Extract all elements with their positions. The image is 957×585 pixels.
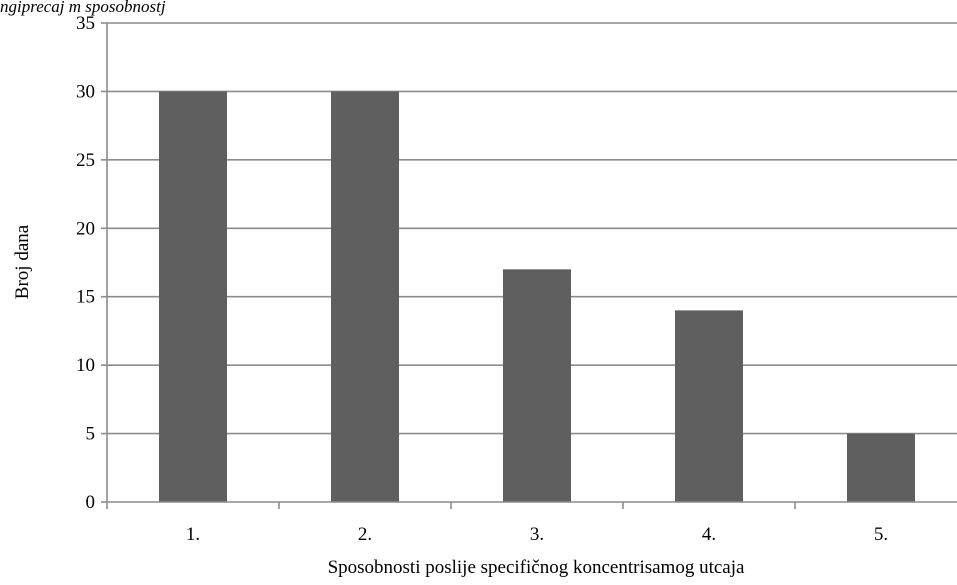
chart-top-caption: ngiprecaj m sposobnostj [0,0,166,16]
y-tick-label: 25 [76,150,95,171]
y-axis-title: Broj dana [12,224,33,299]
y-tick-label: 10 [76,355,95,376]
y-tick-label: 20 [76,218,95,239]
x-tick-label: 2. [358,524,372,545]
bar-5 [847,433,915,502]
y-tick-label: 0 [86,492,96,513]
x-tick-label: 1. [186,524,200,545]
axes [101,22,957,509]
bar-2 [331,91,399,502]
bars [159,91,915,502]
x-tick-labels: 1. 2. 3. 4. 5. [186,524,888,545]
bar-3 [503,269,571,502]
x-tick-label: 5. [874,524,888,545]
y-tick-labels: 0 5 10 15 20 25 30 35 [76,13,95,513]
x-axis-title: Sposobnosti poslije specifičnog koncentr… [328,557,745,578]
x-tick-label: 4. [702,524,716,545]
bar-4 [675,310,743,502]
y-tick-label: 5 [86,424,96,445]
y-tick-label: 30 [76,81,95,102]
x-tick-label: 3. [530,524,544,545]
y-tick-label: 15 [76,287,95,308]
y-tick-label: 35 [76,13,95,34]
bar-1 [159,91,227,502]
